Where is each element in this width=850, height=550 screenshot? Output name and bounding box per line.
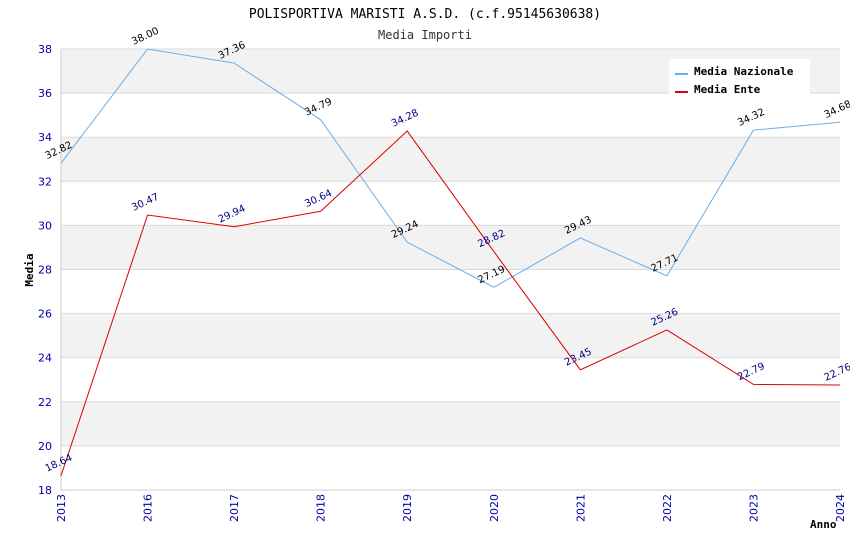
y-tick-label: 24 [38, 352, 52, 365]
chart-subtitle: Media Importi [378, 28, 472, 42]
chart-title: POLISPORTIVA MARISTI A.S.D. (c.f.9514563… [249, 7, 601, 22]
series-line-media-nazionale [60, 48, 841, 288]
plot-band [61, 225, 840, 270]
x-tick-label: 2020 [488, 494, 501, 522]
x-tick-label: 2018 [315, 494, 328, 522]
x-tick-labels: 2013 2016 2017 2018 2019 2020 2021 2022 2023 2024 [55, 494, 847, 522]
plot-band [61, 401, 840, 446]
x-tick-label: 2024 [834, 494, 847, 522]
legend-box [669, 59, 810, 99]
series-lines [60, 48, 841, 477]
data-label: 38.00 [130, 26, 161, 48]
x-tick-label: 2017 [228, 494, 241, 522]
plot-band [61, 269, 840, 314]
y-tick-label: 36 [38, 87, 52, 100]
x-tick-label: 2023 [747, 494, 760, 522]
y-axis-label: Media [23, 253, 36, 286]
series-line-media-ente [60, 130, 841, 477]
x-tick-label: 2021 [574, 494, 587, 522]
x-tick-label: 2016 [142, 494, 155, 522]
y-tick-label: 22 [38, 396, 52, 409]
y-tick-labels: 18 20 22 24 26 28 30 32 34 36 38 [38, 43, 52, 497]
x-tick-label: 2019 [401, 494, 414, 522]
legend-label-media-ente: Media Ente [694, 83, 761, 96]
x-axis-label: Anno [810, 518, 837, 531]
y-tick-label: 20 [38, 440, 52, 453]
y-tick-label: 34 [38, 131, 52, 144]
y-tick-label: 28 [38, 264, 52, 277]
legend-label-media-nazionale: Media Nazionale [694, 65, 794, 78]
plot-bands [61, 49, 840, 490]
x-tick-label: 2013 [55, 494, 68, 522]
y-tick-label: 38 [38, 43, 52, 56]
plot-band [61, 93, 840, 138]
legend: Media Nazionale Media Ente [669, 59, 810, 99]
y-tick-label: 32 [38, 175, 52, 188]
y-tick-label: 30 [38, 219, 52, 232]
plot-band [61, 313, 840, 358]
x-tick-label: 2022 [661, 494, 674, 522]
y-tick-label: 18 [38, 484, 52, 497]
plot-band [61, 137, 840, 182]
plot-band [61, 445, 840, 490]
plot-band [61, 357, 840, 402]
y-tick-label: 26 [38, 308, 52, 321]
